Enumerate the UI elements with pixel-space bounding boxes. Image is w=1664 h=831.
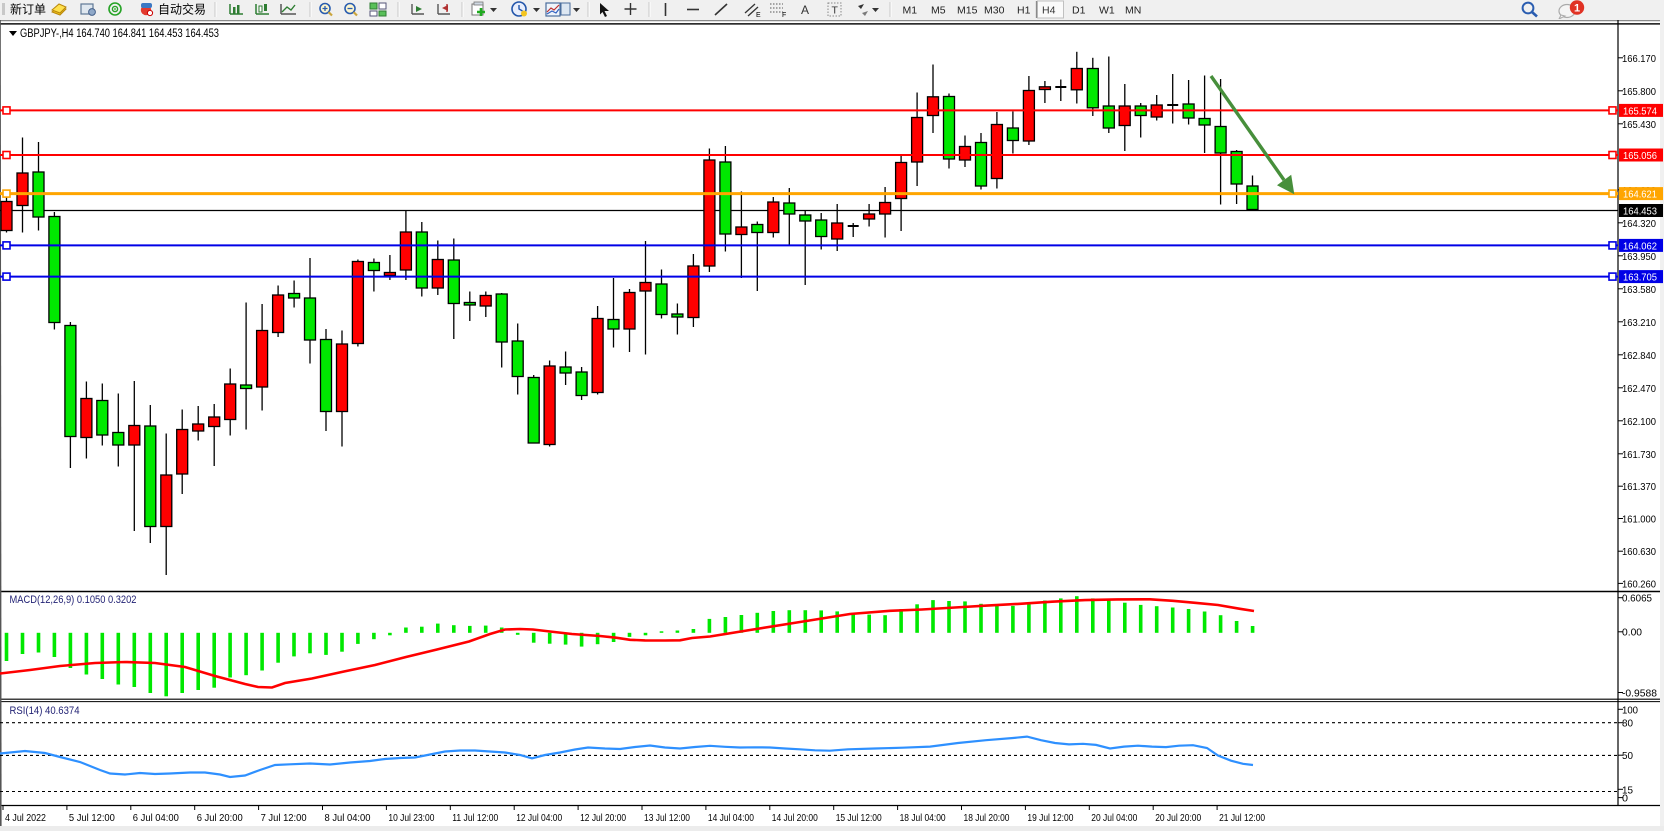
svg-text:160.630: 160.630 bbox=[1622, 546, 1656, 558]
svg-text:W1: W1 bbox=[1099, 5, 1115, 17]
svg-text:50: 50 bbox=[1622, 750, 1633, 762]
svg-text:RSI(14) 40.6374: RSI(14) 40.6374 bbox=[10, 705, 80, 717]
svg-text:6 Jul 20:00: 6 Jul 20:00 bbox=[197, 812, 243, 824]
svg-text:11 Jul 12:00: 11 Jul 12:00 bbox=[452, 812, 498, 824]
svg-text:新订单: 新订单 bbox=[10, 2, 46, 17]
svg-text:自动交易: 自动交易 bbox=[158, 2, 206, 17]
svg-text:MACD(12,26,9) 0.1050 0.3202: MACD(12,26,9) 0.1050 0.3202 bbox=[10, 594, 137, 606]
svg-text:162.100: 162.100 bbox=[1622, 416, 1656, 428]
svg-text:165.574: 165.574 bbox=[1623, 105, 1657, 117]
svg-text:A: A bbox=[801, 3, 809, 17]
svg-text:162.840: 162.840 bbox=[1622, 350, 1656, 362]
svg-text:80: 80 bbox=[1622, 718, 1633, 730]
svg-text:14 Jul 04:00: 14 Jul 04:00 bbox=[708, 812, 754, 824]
svg-text:162.470: 162.470 bbox=[1622, 383, 1656, 395]
svg-text:161.000: 161.000 bbox=[1622, 514, 1656, 526]
svg-text:4 Jul 2022: 4 Jul 2022 bbox=[5, 812, 46, 824]
svg-text:1: 1 bbox=[1574, 3, 1580, 15]
svg-text:14 Jul 20:00: 14 Jul 20:00 bbox=[772, 812, 818, 824]
svg-text:164.062: 164.062 bbox=[1623, 240, 1657, 252]
svg-text:163.705: 163.705 bbox=[1623, 272, 1657, 284]
svg-text:163.950: 163.950 bbox=[1622, 251, 1656, 263]
svg-text:20 Jul 04:00: 20 Jul 04:00 bbox=[1091, 812, 1137, 824]
svg-text:15 Jul 12:00: 15 Jul 12:00 bbox=[836, 812, 882, 824]
svg-text:164.453: 164.453 bbox=[1623, 206, 1657, 218]
svg-text:E: E bbox=[756, 12, 761, 19]
svg-text:10 Jul 23:00: 10 Jul 23:00 bbox=[388, 812, 434, 824]
svg-text:21 Jul 12:00: 21 Jul 12:00 bbox=[1219, 812, 1265, 824]
svg-text:H1: H1 bbox=[1017, 5, 1031, 17]
svg-text:0: 0 bbox=[1622, 793, 1628, 805]
svg-text:M30: M30 bbox=[984, 5, 1005, 17]
svg-text:M15: M15 bbox=[957, 5, 978, 17]
svg-text:5 Jul 12:00: 5 Jul 12:00 bbox=[69, 812, 115, 824]
svg-text:18 Jul 20:00: 18 Jul 20:00 bbox=[964, 812, 1010, 824]
svg-text:T: T bbox=[832, 5, 839, 17]
svg-text:MN: MN bbox=[1125, 5, 1141, 17]
svg-text:164.621: 164.621 bbox=[1623, 189, 1657, 201]
svg-text:F: F bbox=[782, 12, 786, 19]
svg-text:164.320: 164.320 bbox=[1622, 218, 1656, 230]
svg-text:100: 100 bbox=[1622, 704, 1638, 716]
svg-text:20 Jul 20:00: 20 Jul 20:00 bbox=[1155, 812, 1201, 824]
svg-text:H4: H4 bbox=[1042, 5, 1056, 17]
svg-text:163.580: 163.580 bbox=[1622, 284, 1656, 296]
svg-text:6 Jul 04:00: 6 Jul 04:00 bbox=[133, 812, 179, 824]
svg-text:161.370: 161.370 bbox=[1622, 481, 1656, 493]
svg-text:163.210: 163.210 bbox=[1622, 317, 1656, 329]
svg-text:0.6065: 0.6065 bbox=[1622, 593, 1652, 605]
svg-text:13 Jul 12:00: 13 Jul 12:00 bbox=[644, 812, 690, 824]
svg-text:M1: M1 bbox=[903, 5, 918, 17]
svg-text:8 Jul 04:00: 8 Jul 04:00 bbox=[325, 812, 371, 824]
svg-text:165.056: 165.056 bbox=[1623, 150, 1657, 162]
svg-text:0.00: 0.00 bbox=[1622, 627, 1642, 639]
svg-text:160.260: 160.260 bbox=[1622, 578, 1656, 590]
svg-text:D1: D1 bbox=[1072, 5, 1086, 17]
svg-text:12 Jul 04:00: 12 Jul 04:00 bbox=[516, 812, 562, 824]
svg-text:7 Jul 12:00: 7 Jul 12:00 bbox=[261, 812, 307, 824]
svg-text:12 Jul 20:00: 12 Jul 20:00 bbox=[580, 812, 626, 824]
svg-text:15: 15 bbox=[1622, 784, 1633, 796]
svg-text:-0.9588: -0.9588 bbox=[1622, 687, 1657, 699]
svg-text:M5: M5 bbox=[931, 5, 946, 17]
svg-text:19 Jul 12:00: 19 Jul 12:00 bbox=[1027, 812, 1073, 824]
svg-text:161.730: 161.730 bbox=[1622, 449, 1656, 461]
svg-text:165.800: 165.800 bbox=[1622, 86, 1656, 98]
svg-text:GBPJPY-,H4 164.740 164.841 16: GBPJPY-,H4 164.740 164.841 164.453 164.4… bbox=[20, 28, 219, 40]
svg-text:165.430: 165.430 bbox=[1622, 119, 1656, 131]
svg-text:166.170: 166.170 bbox=[1622, 53, 1656, 65]
svg-text:18 Jul 04:00: 18 Jul 04:00 bbox=[900, 812, 946, 824]
